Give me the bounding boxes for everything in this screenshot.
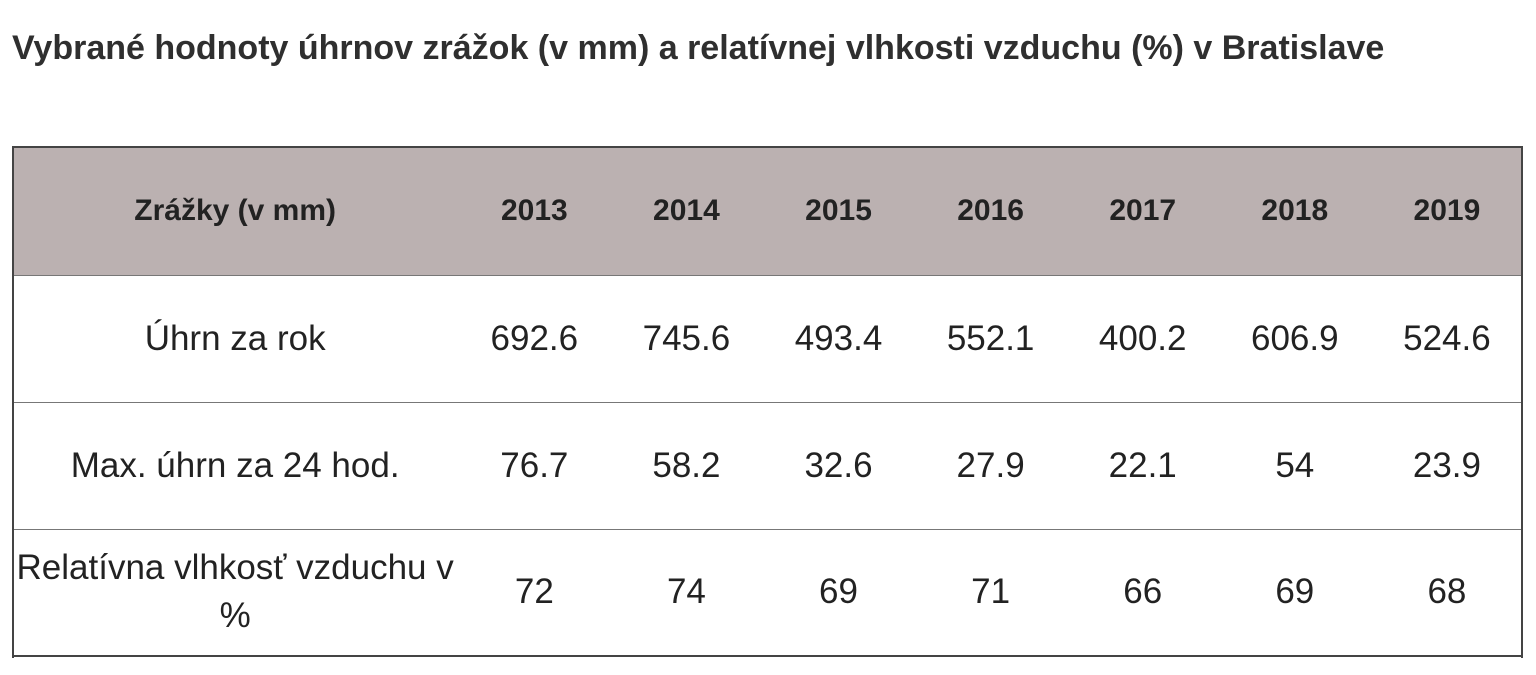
value-cell: 23.9 [1370,402,1523,530]
table-row: Úhrn za rok 692.6 745.6 493.4 552.1 400.… [12,275,1523,403]
value-cell: 58.2 [610,402,763,530]
header-year-cell: 2017 [1066,146,1219,276]
row-label-cell: Max. úhrn za 24 hod. [12,402,459,530]
header-year-cell: 2013 [458,146,611,276]
table-row: Relatívna vlhkosť vzduchu v % 72 74 69 7… [12,529,1523,657]
header-year-cell: 2015 [762,146,915,276]
table-left-border [12,146,14,658]
header-label-cell: Zrážky (v mm) [12,146,459,276]
value-cell: 692.6 [458,275,611,403]
value-cell: 71 [914,529,1067,657]
page-title: Vybrané hodnoty úhrnov zrážok (v mm) a r… [12,29,1385,67]
value-cell: 66 [1066,529,1219,657]
value-cell: 606.9 [1218,275,1371,403]
value-cell: 69 [1218,529,1371,657]
table-right-border [1521,146,1523,658]
row-label-cell: Úhrn za rok [12,275,459,403]
value-cell: 68 [1370,529,1523,657]
value-cell: 76.7 [458,402,611,530]
header-year-cell: 2018 [1218,146,1371,276]
value-cell: 22.1 [1066,402,1219,530]
header-year-cell: 2019 [1370,146,1523,276]
precipitation-humidity-table: Zrážky (v mm) 2013 2014 2015 2016 2017 2… [12,146,1523,657]
table-row: Max. úhrn za 24 hod. 76.7 58.2 32.6 27.9… [12,402,1523,530]
value-cell: 69 [762,529,915,657]
value-cell: 27.9 [914,402,1067,530]
value-cell: 524.6 [1370,275,1523,403]
row-label-cell: Relatívna vlhkosť vzduchu v % [12,529,459,657]
value-cell: 745.6 [610,275,763,403]
header-year-cell: 2014 [610,146,763,276]
value-cell: 552.1 [914,275,1067,403]
value-cell: 400.2 [1066,275,1219,403]
value-cell: 54 [1218,402,1371,530]
header-year-cell: 2016 [914,146,1067,276]
value-cell: 74 [610,529,763,657]
value-cell: 493.4 [762,275,915,403]
value-cell: 72 [458,529,611,657]
value-cell: 32.6 [762,402,915,530]
table-header-row: Zrážky (v mm) 2013 2014 2015 2016 2017 2… [12,146,1523,276]
